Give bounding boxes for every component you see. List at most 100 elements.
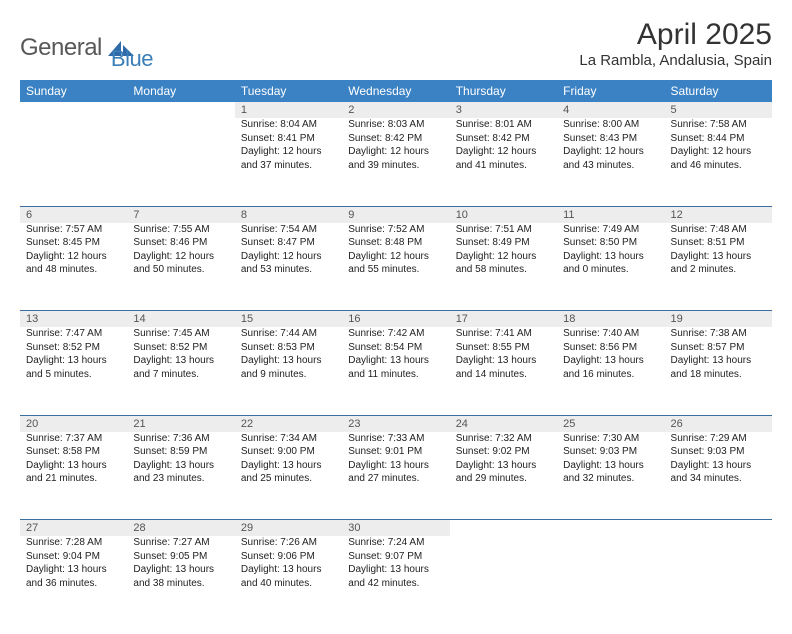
day-cell: Sunrise: 7:49 AMSunset: 8:50 PMDaylight:… — [557, 223, 664, 311]
sunset-text: Sunset: 9:04 PM — [26, 550, 121, 564]
day-number: 26 — [665, 415, 772, 432]
day-number: 20 — [20, 415, 127, 432]
day-cell: Sunrise: 7:48 AMSunset: 8:51 PMDaylight:… — [665, 223, 772, 311]
daylight-text-1: Daylight: 13 hours — [348, 563, 443, 577]
sunset-text: Sunset: 8:44 PM — [671, 132, 766, 146]
sunset-text: Sunset: 9:00 PM — [241, 445, 336, 459]
sunset-text: Sunset: 8:42 PM — [348, 132, 443, 146]
daylight-text-1: Daylight: 13 hours — [26, 459, 121, 473]
sunrise-text: Sunrise: 7:52 AM — [348, 223, 443, 237]
sunrise-text: Sunrise: 8:00 AM — [563, 118, 658, 132]
daylight-text-1: Daylight: 13 hours — [26, 563, 121, 577]
daylight-text-2: and 41 minutes. — [456, 159, 551, 173]
day-number: 18 — [557, 311, 664, 328]
daylight-text-2: and 46 minutes. — [671, 159, 766, 173]
day-number: 2 — [342, 102, 449, 118]
sunset-text: Sunset: 8:43 PM — [563, 132, 658, 146]
daylight-text-2: and 5 minutes. — [26, 368, 121, 382]
day-number: 6 — [20, 206, 127, 223]
day-cell: Sunrise: 7:58 AMSunset: 8:44 PMDaylight:… — [665, 118, 772, 206]
calendar-table: Sunday Monday Tuesday Wednesday Thursday… — [20, 80, 772, 624]
sunrise-text: Sunrise: 7:41 AM — [456, 327, 551, 341]
daylight-text-2: and 25 minutes. — [241, 472, 336, 486]
daynum-row: 13141516171819 — [20, 311, 772, 328]
sunrise-text: Sunrise: 7:32 AM — [456, 432, 551, 446]
daynum-row: 12345 — [20, 102, 772, 118]
sunrise-text: Sunrise: 7:38 AM — [671, 327, 766, 341]
calendar-page: General Blue April 2025 La Rambla, Andal… — [0, 0, 792, 634]
sunrise-text: Sunrise: 7:49 AM — [563, 223, 658, 237]
day-cell: Sunrise: 7:32 AMSunset: 9:02 PMDaylight:… — [450, 432, 557, 520]
day-number — [665, 520, 772, 537]
sunset-text: Sunset: 8:55 PM — [456, 341, 551, 355]
day-number: 4 — [557, 102, 664, 118]
sunrise-text: Sunrise: 7:40 AM — [563, 327, 658, 341]
day-number: 15 — [235, 311, 342, 328]
sunset-text: Sunset: 8:51 PM — [671, 236, 766, 250]
sunset-text: Sunset: 8:45 PM — [26, 236, 121, 250]
daynum-row: 27282930 — [20, 520, 772, 537]
sunset-text: Sunset: 9:05 PM — [133, 550, 228, 564]
daylight-text-2: and 58 minutes. — [456, 263, 551, 277]
daylight-text-1: Daylight: 12 hours — [26, 250, 121, 264]
sunset-text: Sunset: 8:53 PM — [241, 341, 336, 355]
sunset-text: Sunset: 9:06 PM — [241, 550, 336, 564]
col-wednesday: Wednesday — [342, 80, 449, 102]
sunset-text: Sunset: 8:57 PM — [671, 341, 766, 355]
sunrise-text: Sunrise: 7:45 AM — [133, 327, 228, 341]
daylight-text-1: Daylight: 12 hours — [456, 145, 551, 159]
sunrise-text: Sunrise: 7:42 AM — [348, 327, 443, 341]
day-cell: Sunrise: 7:42 AMSunset: 8:54 PMDaylight:… — [342, 327, 449, 415]
daylight-text-2: and 29 minutes. — [456, 472, 551, 486]
sunset-text: Sunset: 9:02 PM — [456, 445, 551, 459]
day-number — [127, 102, 234, 118]
daylight-text-2: and 32 minutes. — [563, 472, 658, 486]
day-cell: Sunrise: 7:54 AMSunset: 8:47 PMDaylight:… — [235, 223, 342, 311]
sunrise-text: Sunrise: 8:01 AM — [456, 118, 551, 132]
day-cell: Sunrise: 8:04 AMSunset: 8:41 PMDaylight:… — [235, 118, 342, 206]
sunrise-text: Sunrise: 7:29 AM — [671, 432, 766, 446]
day-number: 12 — [665, 206, 772, 223]
day-cell: Sunrise: 8:00 AMSunset: 8:43 PMDaylight:… — [557, 118, 664, 206]
day-cell: Sunrise: 7:57 AMSunset: 8:45 PMDaylight:… — [20, 223, 127, 311]
sunset-text: Sunset: 8:59 PM — [133, 445, 228, 459]
day-number: 5 — [665, 102, 772, 118]
sunset-text: Sunset: 8:58 PM — [26, 445, 121, 459]
daylight-text-2: and 37 minutes. — [241, 159, 336, 173]
day-content-row: Sunrise: 7:47 AM Sunset: 8:52 PM Daylight:… — [20, 327, 772, 415]
day-cell: Sunrise: 7:36 AMSunset: 8:59 PMDaylight:… — [127, 432, 234, 520]
sunrise-text: Sunrise: 7:48 AM — [671, 223, 766, 237]
day-cell: Sunrise: 7:51 AMSunset: 8:49 PMDaylight:… — [450, 223, 557, 311]
sunset-text: Sunset: 8:48 PM — [348, 236, 443, 250]
daylight-text-2: and 42 minutes. — [348, 577, 443, 591]
daylight-text-2: and 53 minutes. — [241, 263, 336, 277]
daylight-text-1: Daylight: 13 hours — [133, 563, 228, 577]
day-cell: Sunrise: 7:52 AMSunset: 8:48 PMDaylight:… — [342, 223, 449, 311]
daylight-text-1: Daylight: 13 hours — [456, 354, 551, 368]
sunset-text: Sunset: 8:46 PM — [133, 236, 228, 250]
month-title: April 2025 — [579, 18, 772, 52]
sunset-text: Sunset: 8:52 PM — [133, 341, 228, 355]
daylight-text-2: and 23 minutes. — [133, 472, 228, 486]
sunset-text: Sunset: 8:47 PM — [241, 236, 336, 250]
day-cell: Sunrise: 7:45 AMSunset: 8:52 PMDaylight:… — [127, 327, 234, 415]
daylight-text-1: Daylight: 13 hours — [241, 459, 336, 473]
day-cell — [450, 536, 557, 624]
sunrise-text: Sunrise: 8:04 AM — [241, 118, 336, 132]
day-cell: Sunrise: 8:03 AMSunset: 8:42 PMDaylight:… — [342, 118, 449, 206]
day-number: 29 — [235, 520, 342, 537]
sunset-text: Sunset: 9:01 PM — [348, 445, 443, 459]
daylight-text-2: and 16 minutes. — [563, 368, 658, 382]
col-thursday: Thursday — [450, 80, 557, 102]
day-cell: Sunrise: 7:37 AMSunset: 8:58 PMDaylight:… — [20, 432, 127, 520]
day-number: 17 — [450, 311, 557, 328]
daylight-text-1: Daylight: 13 hours — [133, 459, 228, 473]
sunrise-text: Sunrise: 7:47 AM — [26, 327, 121, 341]
day-cell: Sunrise: 7:27 AMSunset: 9:05 PMDaylight:… — [127, 536, 234, 624]
day-cell: Sunrise: 7:34 AMSunset: 9:00 PMDaylight:… — [235, 432, 342, 520]
day-cell: Sunrise: 7:55 AMSunset: 8:46 PMDaylight:… — [127, 223, 234, 311]
sunrise-text: Sunrise: 7:34 AM — [241, 432, 336, 446]
daylight-text-2: and 11 minutes. — [348, 368, 443, 382]
daylight-text-1: Daylight: 12 hours — [241, 250, 336, 264]
day-number: 13 — [20, 311, 127, 328]
